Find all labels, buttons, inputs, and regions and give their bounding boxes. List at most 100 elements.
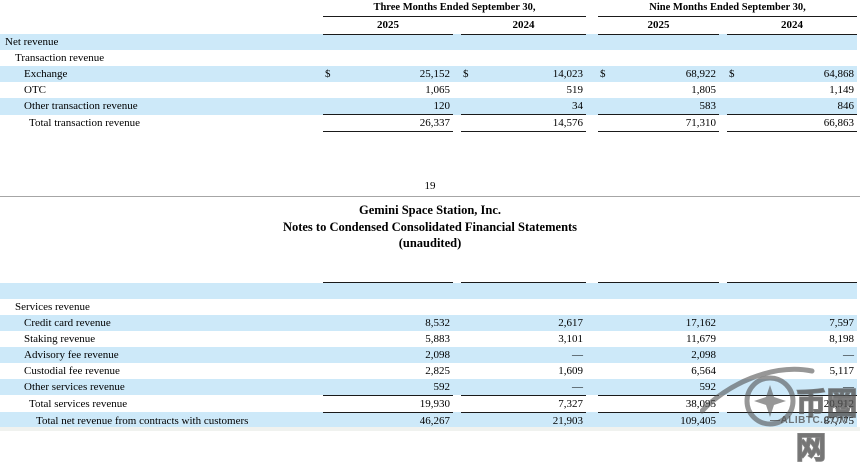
revenue-table-bottom: Services revenue Credit card revenue 8,532… [0,282,857,430]
row-label: OTC [24,84,46,96]
column-gap [453,346,461,363]
cell-value: 6,564 [691,364,716,377]
cell-value: 109,405 [598,411,719,430]
cell-value [598,50,719,66]
column-gap [453,363,461,379]
cell-value: $64,868 [727,66,858,82]
column-gap [453,34,461,50]
header-spacer [0,16,323,34]
column-gap [586,98,598,115]
cell-value [461,282,586,299]
row-label: Advisory fee revenue [0,346,323,363]
cell-value [727,50,857,66]
column-gap [453,282,461,299]
dollar-sign: $ [729,68,735,80]
nine-months-group-header: Nine Months Ended September 30, [598,0,858,17]
row-label [0,282,323,299]
cell-value [323,282,453,299]
year-header: 2024 [461,16,586,35]
column-gap [453,115,461,132]
cell-value: 7,327 [461,394,586,412]
row-label: Services revenue [15,300,90,313]
table-row: Transaction revenue [0,50,857,66]
column-gap [586,412,598,429]
cell-value [461,299,586,315]
cell-value: 120 [323,98,453,115]
dollar-sign: $ [463,68,469,80]
cell-value: 5,883 [425,332,450,345]
column-gap [453,98,461,115]
page-bottom-strip [0,427,860,431]
doc-title: Notes to Condensed Consolidated Financia… [282,220,578,234]
cell-value: — [727,346,857,363]
column-gap [453,331,461,347]
cell-value: $25,152 [323,66,453,82]
column-gap [719,82,727,98]
company-title: Gemini Space Station, Inc. [358,203,502,217]
column-gap [453,378,461,395]
cell-value [727,34,858,50]
column-gap [719,115,727,132]
column-gap [719,34,727,50]
column-gap [586,363,598,379]
table-row: Other services revenue 592—592— [0,378,857,395]
unaudited-label: (unaudited) [398,236,462,250]
cell-value: 1,065 [425,84,450,96]
table-row: Other transaction revenue 120 34 583 846 [0,98,858,115]
year-header: 2025 [323,16,453,35]
column-gap [453,16,461,34]
column-gap [586,346,598,363]
table-row: Services revenue [0,299,857,315]
column-gap [586,0,598,16]
row-label: Staking revenue [24,332,96,345]
column-gap [453,82,461,98]
column-gap [719,98,727,115]
cell-value [461,34,586,50]
cell-value [598,299,719,315]
table-row: Total transaction revenue 26,337 14,576 71,… [0,114,858,132]
cell-value: 583 [598,98,719,115]
column-gap [719,346,727,363]
year-header: 2025 [598,16,719,35]
cell-value [461,50,586,66]
cell-value: 14,576 [461,114,586,132]
cell-value: 20,912 [727,394,857,412]
cell-value: 2,098 [598,346,719,363]
row-label: Custodial fee revenue [24,364,120,377]
column-gap [586,16,598,34]
cell-value: 21,903 [461,411,586,430]
cell-value: 1,805 [691,84,716,96]
column-gap [719,412,727,429]
cell-value: 71,310 [598,114,719,132]
column-gap [453,412,461,429]
row-label: Transaction revenue [15,52,105,64]
column-gap [453,395,461,412]
column-gap [719,16,727,34]
transaction-revenue-table: Three Months Ended September 30, Nine Mo… [0,0,858,132]
row-label: Total transaction revenue [29,117,141,129]
column-gap [453,50,461,66]
column-gap [586,299,598,315]
row-label: Exchange [0,66,323,82]
cell-value: 1,149 [829,84,855,96]
column-gap [586,50,598,66]
column-gap [586,378,598,395]
cell-value [598,282,719,299]
cell-value: 11,679 [686,332,716,345]
column-gap [586,66,598,82]
cell-value: 2,098 [323,346,453,363]
services-revenue-table: Services revenue Credit card revenue 8,532… [0,282,857,430]
table-row: OTC 1,065 519 1,805 1,149 [0,82,857,98]
cell-value: 846 [727,98,858,115]
cell-value: 26,337 [323,114,453,132]
cell-value [598,34,719,50]
column-gap [586,331,598,347]
row-label: Credit card revenue [0,314,323,331]
column-gap [453,299,461,315]
three-months-group-header: Three Months Ended September 30, [323,0,586,17]
table-row: Advisory fee revenue 2,098—2,098— [0,346,857,363]
column-gap [719,282,727,299]
column-gap [586,115,598,132]
column-group-header-row: Three Months Ended September 30, Nine Mo… [0,0,858,17]
column-gap [719,314,727,331]
